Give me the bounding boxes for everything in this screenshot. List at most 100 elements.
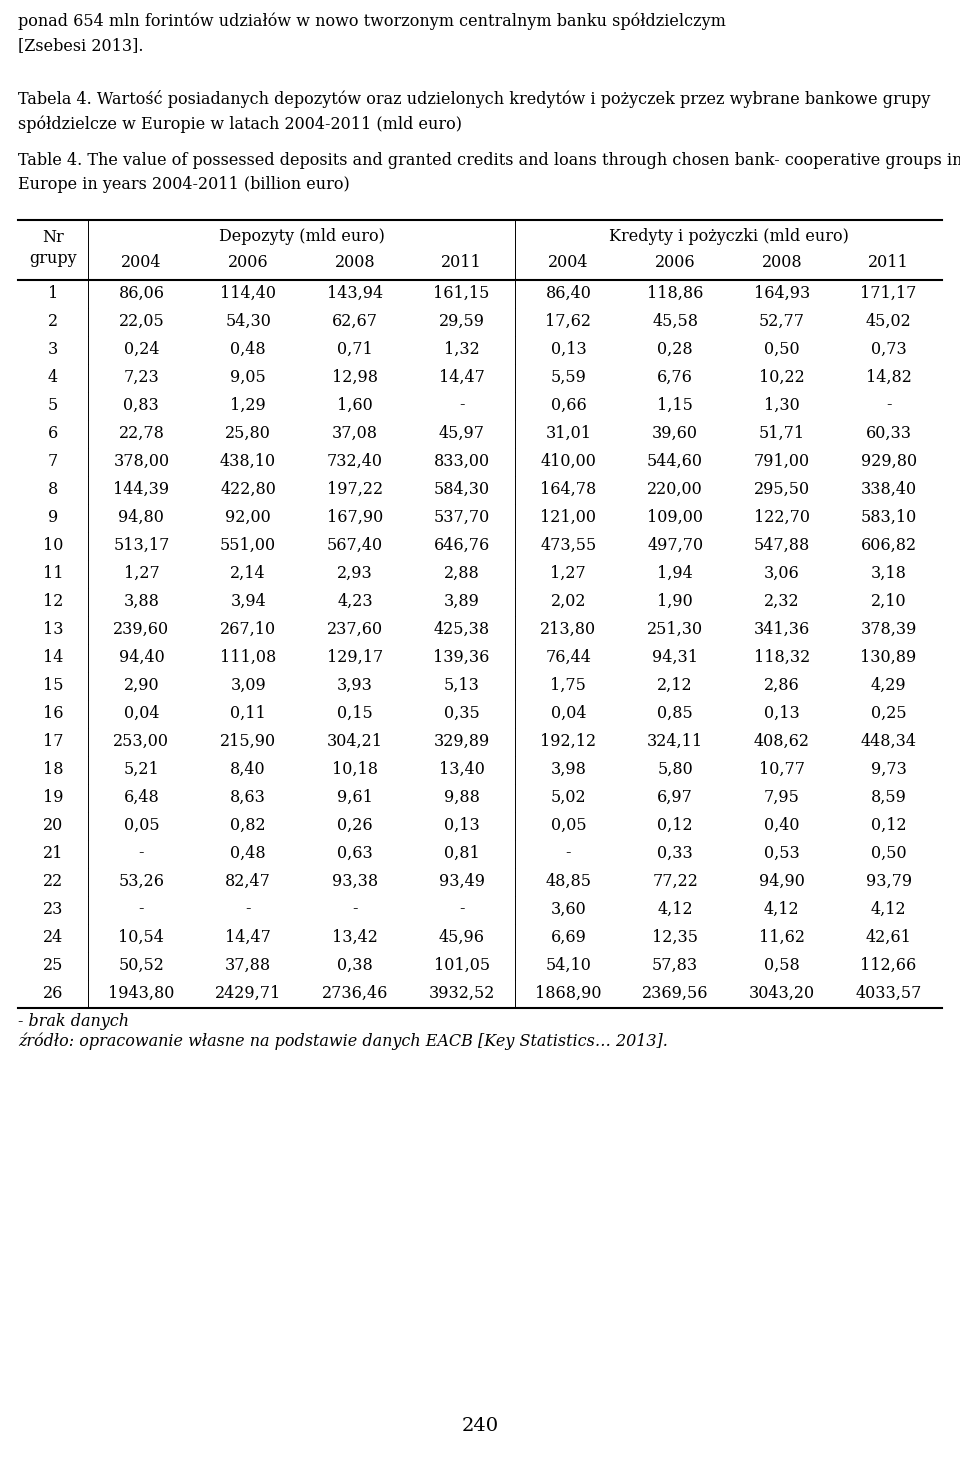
Text: 2006: 2006 [228, 254, 269, 272]
Text: 2008: 2008 [761, 254, 803, 272]
Text: 167,90: 167,90 [326, 508, 383, 526]
Text: 17: 17 [43, 733, 63, 749]
Text: 13: 13 [43, 620, 63, 638]
Text: 1,27: 1,27 [550, 565, 587, 581]
Text: 6: 6 [48, 425, 59, 441]
Text: 161,15: 161,15 [433, 285, 490, 302]
Text: 0,82: 0,82 [230, 816, 266, 834]
Text: 4,12: 4,12 [764, 901, 800, 917]
Text: 94,40: 94,40 [118, 648, 164, 666]
Text: 547,88: 547,88 [754, 536, 810, 553]
Text: 408,62: 408,62 [754, 733, 810, 749]
Text: 57,83: 57,83 [652, 956, 698, 974]
Text: 3,93: 3,93 [337, 676, 372, 694]
Text: 197,22: 197,22 [326, 480, 383, 498]
Text: 341,36: 341,36 [754, 620, 810, 638]
Text: 25,80: 25,80 [226, 425, 271, 441]
Text: 929,80: 929,80 [860, 453, 917, 470]
Text: 1,29: 1,29 [230, 397, 266, 413]
Text: 9,05: 9,05 [230, 368, 266, 385]
Text: 2369,56: 2369,56 [642, 984, 708, 1002]
Text: 109,00: 109,00 [647, 508, 703, 526]
Text: 0,81: 0,81 [444, 844, 479, 861]
Text: 0,38: 0,38 [337, 956, 372, 974]
Text: 4: 4 [48, 368, 58, 385]
Text: 0,13: 0,13 [444, 816, 479, 834]
Text: 422,80: 422,80 [220, 480, 276, 498]
Text: 26: 26 [43, 984, 63, 1002]
Text: 1,90: 1,90 [658, 593, 693, 609]
Text: 45,97: 45,97 [439, 425, 485, 441]
Text: 3,88: 3,88 [124, 593, 159, 609]
Text: 11: 11 [43, 565, 63, 581]
Text: 0,24: 0,24 [124, 340, 159, 358]
Text: 0,04: 0,04 [551, 705, 587, 721]
Text: 18: 18 [43, 761, 63, 778]
Text: 0,13: 0,13 [764, 705, 800, 721]
Text: 2011: 2011 [442, 254, 482, 272]
Text: 111,08: 111,08 [220, 648, 276, 666]
Text: 0,83: 0,83 [124, 397, 159, 413]
Text: 9,73: 9,73 [871, 761, 906, 778]
Text: 2429,71: 2429,71 [215, 984, 281, 1002]
Text: 164,78: 164,78 [540, 480, 596, 498]
Text: 9,61: 9,61 [337, 788, 372, 806]
Text: 3043,20: 3043,20 [749, 984, 815, 1002]
Text: 114,40: 114,40 [220, 285, 276, 302]
Text: 53,26: 53,26 [118, 873, 164, 889]
Text: 0,63: 0,63 [337, 844, 372, 861]
Text: 583,10: 583,10 [860, 508, 917, 526]
Text: 0,53: 0,53 [764, 844, 800, 861]
Text: 12,35: 12,35 [652, 929, 698, 946]
Text: 267,10: 267,10 [220, 620, 276, 638]
Text: 213,80: 213,80 [540, 620, 596, 638]
Text: 513,17: 513,17 [113, 536, 170, 553]
Text: 37,88: 37,88 [225, 956, 271, 974]
Text: 2011: 2011 [868, 254, 909, 272]
Text: 54,30: 54,30 [226, 312, 271, 330]
Text: 0,66: 0,66 [550, 397, 587, 413]
Text: 10,22: 10,22 [759, 368, 804, 385]
Text: 2,90: 2,90 [124, 676, 159, 694]
Text: 14,47: 14,47 [226, 929, 271, 946]
Text: 2,86: 2,86 [764, 676, 800, 694]
Text: 2008: 2008 [335, 254, 375, 272]
Text: 2,02: 2,02 [551, 593, 587, 609]
Text: Depozyty (mld euro): Depozyty (mld euro) [219, 228, 384, 245]
Text: 86,40: 86,40 [545, 285, 591, 302]
Text: 0,15: 0,15 [337, 705, 372, 721]
Text: 6,48: 6,48 [124, 788, 159, 806]
Text: 0,50: 0,50 [871, 844, 906, 861]
Text: 45,58: 45,58 [652, 312, 698, 330]
Text: 0,05: 0,05 [124, 816, 159, 834]
Text: 425,38: 425,38 [434, 620, 490, 638]
Text: 50,52: 50,52 [118, 956, 164, 974]
Text: 93,79: 93,79 [866, 873, 912, 889]
Text: 0,33: 0,33 [658, 844, 693, 861]
Text: 4033,57: 4033,57 [855, 984, 922, 1002]
Text: 329,89: 329,89 [434, 733, 490, 749]
Text: 3,09: 3,09 [230, 676, 266, 694]
Text: -: - [886, 397, 892, 413]
Text: 0,12: 0,12 [658, 816, 693, 834]
Text: 1,32: 1,32 [444, 340, 479, 358]
Text: 2,10: 2,10 [871, 593, 906, 609]
Text: 42,61: 42,61 [866, 929, 912, 946]
Text: Nr
grupy: Nr grupy [29, 229, 77, 267]
Text: 1: 1 [48, 285, 59, 302]
Text: 164,93: 164,93 [754, 285, 810, 302]
Text: 14,82: 14,82 [866, 368, 912, 385]
Text: 16: 16 [43, 705, 63, 721]
Text: 3,94: 3,94 [230, 593, 266, 609]
Text: Tabela 4. Wartość posiadanych depozytów oraz udzielonych kredytów i pożyczek prz: Tabela 4. Wartość posiadanych depozytów … [18, 91, 930, 133]
Text: 3,06: 3,06 [764, 565, 800, 581]
Text: 304,21: 304,21 [326, 733, 383, 749]
Text: 7,95: 7,95 [764, 788, 800, 806]
Text: 2,14: 2,14 [230, 565, 266, 581]
Text: 17,62: 17,62 [545, 312, 591, 330]
Text: 8: 8 [48, 480, 59, 498]
Text: 3: 3 [48, 340, 59, 358]
Text: 0,35: 0,35 [444, 705, 479, 721]
Text: 39,60: 39,60 [652, 425, 698, 441]
Text: 10,18: 10,18 [332, 761, 378, 778]
